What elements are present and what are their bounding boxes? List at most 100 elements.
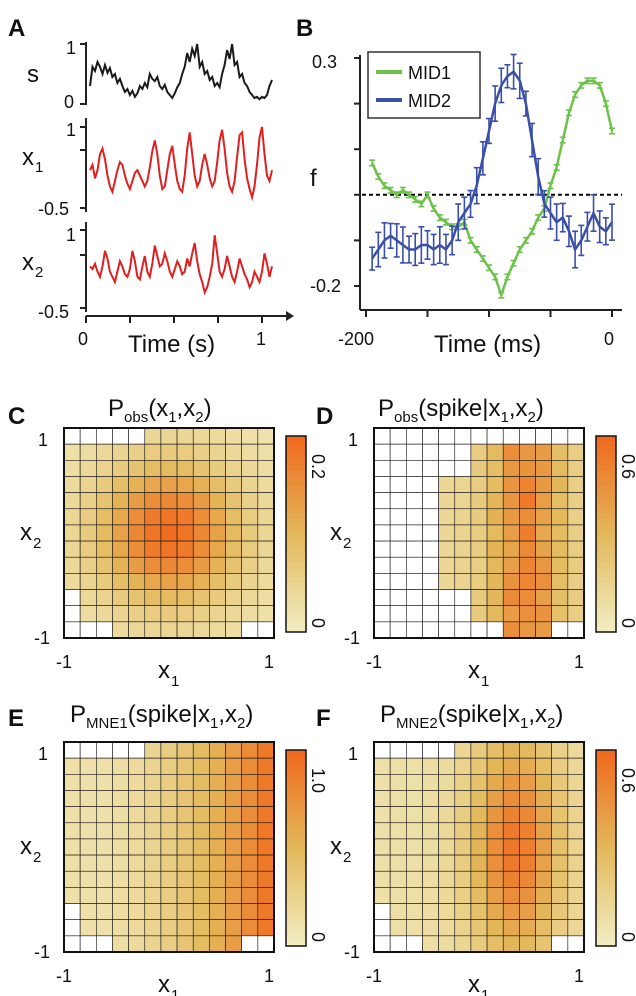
heatmap-cell [438,935,456,953]
heatmap-frame [373,427,585,639]
heatmap-cell [79,589,97,606]
heatmap-cell [389,806,407,824]
heatmap-cell [502,556,520,574]
heatmap-cell [454,903,472,920]
heatmap-cell [551,573,569,590]
heatmap-cell [486,741,504,759]
heatmap-cell [389,460,407,477]
heatmap-cell [373,935,391,953]
heatmap-cell [225,935,242,953]
heatmap-cell [406,492,423,510]
heatmap-cell [160,492,178,510]
colorbar-segment [286,911,306,918]
colorbar-segment [286,622,306,628]
heatmap-cell [373,774,391,791]
heatmap-cell [535,919,552,937]
heatmap-xtick-left: -1 [366,966,382,986]
heatmap-cell [502,589,520,606]
heatmap-cell [422,460,439,477]
colorbar-segment [596,465,616,471]
heatmap-cell [225,757,242,775]
heatmap-cell [209,508,226,526]
trace-x1-label: x [22,144,34,171]
colorbar-segment [286,818,306,824]
heatmap-cell [406,870,423,888]
heatmap-cell [406,757,423,775]
heatmap-cell [63,427,81,445]
heatmap-cell [406,935,423,953]
colorbar-segment [596,926,616,932]
heatmap-cell [209,919,226,937]
heatmap-cell [176,621,194,639]
heatmap-xtick-right: 1 [574,652,584,672]
colorbar-segment [596,936,616,942]
heatmap-cell [144,741,162,759]
colorbar-segment [286,445,306,452]
heatmap-cell [160,540,178,558]
heatmap-cell [454,741,472,759]
colorbar-segment [596,627,616,633]
heatmap-cell [257,460,275,477]
colorbar-segment [596,480,616,486]
heatmap-cell [225,476,242,493]
heatmap-cell [519,919,536,937]
heatmap-cell [79,492,97,510]
heatmap-cell [144,621,162,639]
colorbar-segment [596,774,616,780]
heatmap-cell [535,935,552,953]
heatmap-cell [257,621,275,639]
colorbar-segment [286,504,306,510]
heatmap-cell [535,621,552,639]
trace-x1-label-sub: 1 [35,159,43,176]
heatmap-cell [128,774,146,791]
heatmap-ytick-top: 1 [348,430,358,450]
heatmap-cell [96,556,113,574]
heatmap-cell [551,741,569,759]
panel-label-f: F [316,705,331,732]
heatmap-cell [519,838,536,856]
colorbar-segment [596,892,616,898]
panel-b-legend [367,51,481,119]
heatmap-cell [567,589,585,606]
heatmap-cell [79,903,97,920]
heatmap-cell [225,443,242,461]
heatmap-cell [454,774,472,791]
heatmap-cell [144,540,162,558]
heatmap-cell [438,919,456,937]
colorbar-segment [596,538,616,545]
heatmap-cell [241,903,259,920]
panel-b-ylabel: f [310,165,317,192]
heatmap-cell [373,838,391,856]
heatmap-xtick-left: -1 [56,966,72,986]
heatmap-cell [389,524,407,542]
heatmap-cell [79,774,97,791]
heatmap-cell [112,573,129,590]
colorbar-segment [286,514,306,520]
heatmap-cell [241,806,259,824]
heatmap-cell [389,757,407,775]
heatmap-cell [551,540,569,558]
heatmap-cell [406,790,423,807]
heatmap-cell [96,460,113,477]
heatmap-cell [79,757,97,775]
heatmap-cell [63,757,81,775]
heatmap-cell [225,492,242,510]
heatmap-cell [535,524,552,542]
colorbar-segment [286,475,306,481]
heatmap-cell [160,508,178,526]
heatmap-cell [241,460,259,477]
heatmap-cell [144,605,162,623]
heatmap-cell [176,492,194,510]
heatmap-cell [422,605,439,623]
heatmap-cell [128,492,146,510]
colorbar-segment [286,887,306,893]
heatmap-cell [79,854,97,872]
heatmap-cell [486,935,504,953]
heatmap-cell [389,573,407,590]
heatmap-cell [96,621,113,639]
heatmap-xtick-left: -1 [366,652,382,672]
colorbar-segment [596,838,616,844]
heatmap-cell [225,589,242,606]
heatmap-cell [225,774,242,791]
